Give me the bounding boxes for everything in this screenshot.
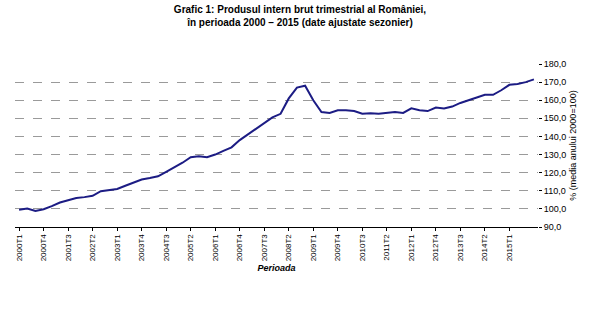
svg-text:2000T4: 2000T4	[39, 234, 48, 262]
svg-text:2009T1: 2009T1	[309, 234, 318, 262]
svg-text:2006T1: 2006T1	[211, 234, 220, 262]
svg-text:2015T1: 2015T1	[505, 234, 514, 262]
svg-text:120,0: 120,0	[544, 168, 567, 178]
svg-text:2003T1: 2003T1	[113, 234, 122, 262]
svg-text:% (media anului 2000=100): % (media anului 2000=100)	[568, 90, 578, 200]
svg-text:2003T4: 2003T4	[137, 234, 146, 262]
svg-text:2010T3: 2010T3	[358, 234, 367, 262]
svg-text:110,0: 110,0	[544, 186, 566, 196]
svg-text:2002T2: 2002T2	[88, 234, 97, 262]
svg-text:2008T2: 2008T2	[284, 234, 293, 262]
svg-text:90,0: 90,0	[544, 222, 562, 232]
svg-text:2012T1: 2012T1	[407, 234, 416, 262]
svg-text:2006T4: 2006T4	[235, 234, 244, 262]
svg-text:100,0: 100,0	[544, 204, 567, 214]
svg-text:130,0: 130,0	[544, 150, 567, 160]
svg-text:Perioada: Perioada	[257, 263, 295, 273]
svg-text:2000T1: 2000T1	[15, 234, 24, 262]
svg-text:2013T3: 2013T3	[456, 234, 465, 262]
svg-text:2014T2: 2014T2	[480, 234, 489, 262]
svg-text:2007T3: 2007T3	[260, 234, 269, 262]
svg-text:Grafic 1: Produsul intern brut: Grafic 1: Produsul intern brut trimestri…	[174, 4, 426, 28]
svg-text:170,0: 170,0	[544, 77, 567, 87]
svg-text:2009T4: 2009T4	[333, 234, 342, 262]
svg-text:2001T3: 2001T3	[64, 234, 73, 262]
svg-text:150,0: 150,0	[544, 113, 567, 123]
svg-text:140,0: 140,0	[544, 132, 567, 142]
svg-text:2005T2: 2005T2	[186, 234, 195, 262]
svg-text:2011T2: 2011T2	[382, 234, 391, 261]
svg-text:180,0: 180,0	[544, 59, 567, 69]
svg-text:2012T4: 2012T4	[431, 234, 440, 262]
svg-text:2004T3: 2004T3	[162, 234, 171, 262]
svg-text:160,0: 160,0	[544, 95, 567, 105]
